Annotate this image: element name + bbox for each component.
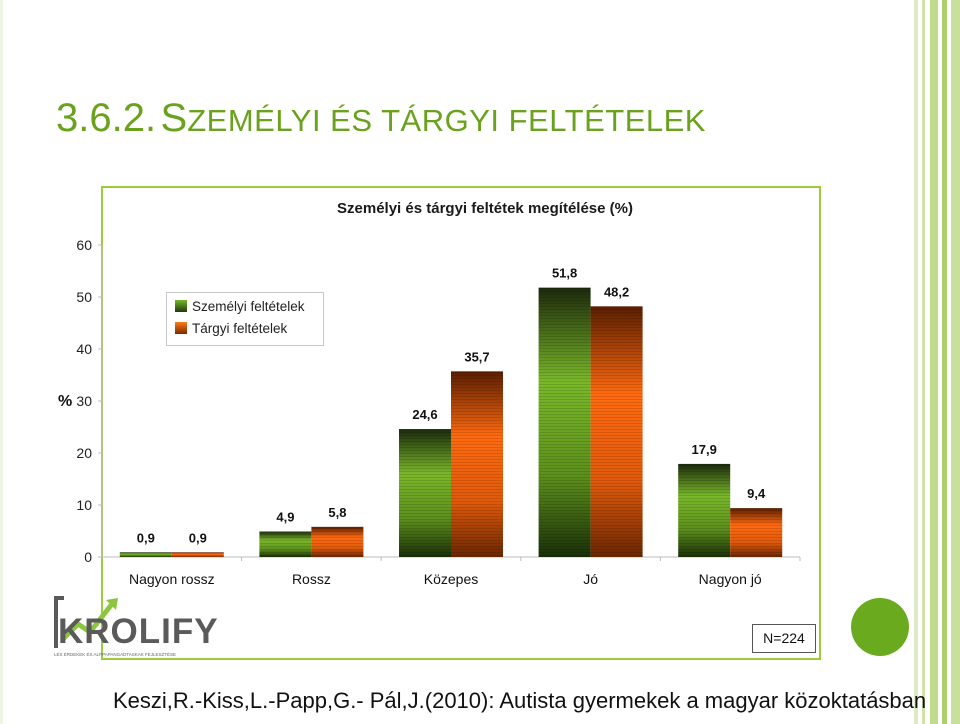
bar-texture bbox=[259, 531, 312, 557]
decor-stripe bbox=[914, 0, 918, 724]
data-label: 51,8 bbox=[552, 266, 577, 281]
data-label: 9,4 bbox=[747, 486, 766, 501]
decor-stripe bbox=[930, 0, 938, 724]
data-label: 24,6 bbox=[412, 407, 437, 422]
data-label: 0,9 bbox=[189, 530, 207, 545]
bar-texture bbox=[311, 526, 364, 557]
y-tick-label: 0 bbox=[84, 549, 92, 565]
heading-first-letter: S bbox=[160, 96, 188, 140]
data-label: 4,9 bbox=[276, 510, 294, 525]
y-tick-label: 20 bbox=[76, 445, 92, 461]
decor-stripe bbox=[0, 0, 3, 724]
decor-stripe bbox=[942, 0, 947, 724]
bar-texture bbox=[590, 306, 643, 557]
bar-texture bbox=[399, 429, 451, 557]
x-category-label: Közepes bbox=[424, 571, 478, 587]
heading-text-part1: ZEMÉLYI ÉS bbox=[187, 103, 382, 138]
citation: Keszi,R.-Kiss,L.-Papp,G.- Pál,J.(2010): … bbox=[113, 688, 927, 713]
bar-texture bbox=[171, 552, 224, 557]
legend-swatch-green bbox=[175, 300, 187, 312]
y-tick-label: 30 bbox=[76, 393, 92, 409]
y-tick-label: 60 bbox=[76, 237, 92, 253]
chart-title: Személyi és tárgyi feltétek megítélése (… bbox=[337, 200, 633, 217]
data-label: 0,9 bbox=[137, 530, 155, 545]
sample-size-box: N=224 bbox=[752, 624, 816, 653]
bar-texture bbox=[538, 287, 591, 557]
x-category-label: Nagyon rossz bbox=[129, 571, 215, 587]
decor-stripe bbox=[951, 0, 960, 724]
bar-texture bbox=[451, 371, 503, 557]
data-label: 5,8 bbox=[328, 505, 346, 520]
y-tick-label: 50 bbox=[76, 289, 92, 305]
data-label: 48,2 bbox=[604, 284, 629, 299]
chart-legend: Személyi feltételek Tárgyi feltételek bbox=[166, 292, 324, 346]
legend-label-szemelyi: Személyi feltételek bbox=[192, 299, 305, 314]
y-tick-label: 40 bbox=[76, 341, 92, 357]
legend-item-targyi: Tárgyi feltételek bbox=[175, 321, 287, 336]
y-axis-title: % bbox=[58, 393, 72, 410]
x-category-label: Rossz bbox=[292, 571, 331, 587]
y-tick-label: 10 bbox=[76, 497, 92, 513]
x-category-label: Nagyon jó bbox=[699, 571, 762, 587]
logo-graphic bbox=[54, 596, 118, 648]
decor-stripe bbox=[922, 0, 925, 724]
legend-label-targyi: Tárgyi feltételek bbox=[192, 321, 288, 336]
slide-heading: 3.6.2. SZEMÉLYI ÉS TÁRGYI FELTÉTELEK bbox=[56, 96, 706, 141]
data-label: 17,9 bbox=[692, 442, 717, 457]
bar-texture bbox=[119, 552, 172, 557]
bar-texture bbox=[678, 463, 731, 557]
decor-green-circle bbox=[851, 598, 909, 656]
heading-text-part2: TÁRGYI FELTÉTELEK bbox=[381, 103, 706, 138]
logo-wordmark: KROLIFY bbox=[58, 612, 219, 651]
legend-swatch-orange bbox=[175, 322, 187, 334]
x-category-label: Jó bbox=[583, 571, 598, 587]
data-label: 35,7 bbox=[464, 349, 489, 364]
krolify-logo: KROLIFY LÉS ÉRDEKEK ÉS ALPPAPANGADTASKAK… bbox=[52, 590, 218, 662]
heading-number: 3.6.2. bbox=[56, 96, 157, 140]
bar-texture bbox=[730, 508, 783, 557]
logo-tagline: LÉS ÉRDEKEK ÉS ALPPAPANGADTASKAK FEJLESZ… bbox=[54, 652, 177, 657]
legend-item-szemelyi: Személyi feltételek bbox=[175, 299, 305, 314]
